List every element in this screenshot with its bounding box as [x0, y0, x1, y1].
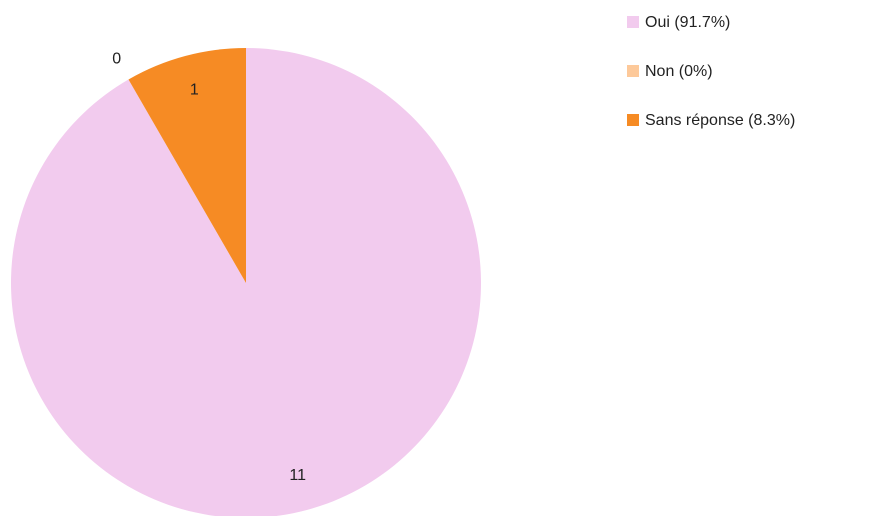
pie-slice	[128, 48, 246, 283]
legend-label: Non (0%)	[645, 63, 713, 80]
legend-swatch	[627, 16, 639, 28]
data-label: 0	[112, 50, 121, 67]
data-label: 1	[190, 81, 199, 98]
legend-label: Sans réponse (8.3%)	[645, 112, 795, 129]
data-label: 11	[289, 467, 306, 484]
legend-swatch	[627, 114, 639, 126]
pie-slice	[11, 48, 481, 516]
legend-label: Oui (91.7%)	[645, 14, 730, 31]
legend-swatch	[627, 65, 639, 77]
